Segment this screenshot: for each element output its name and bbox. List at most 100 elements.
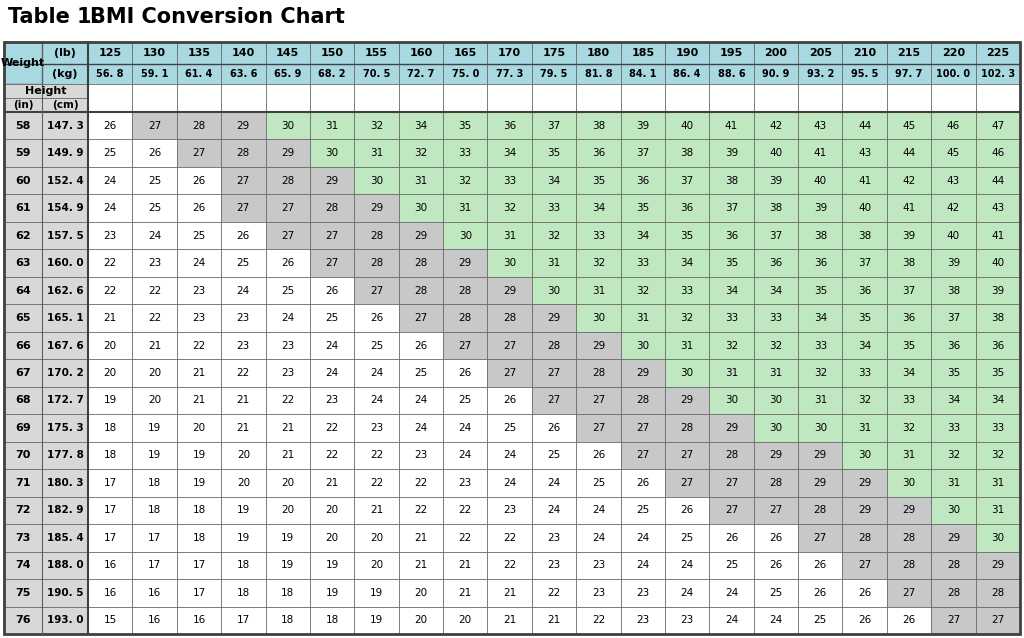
Text: 34: 34 xyxy=(681,258,694,268)
Bar xyxy=(132,42,177,64)
Bar xyxy=(887,579,931,607)
Text: 18: 18 xyxy=(282,615,294,625)
Bar xyxy=(931,42,976,64)
Bar xyxy=(221,249,265,277)
Bar xyxy=(887,277,931,304)
Bar xyxy=(4,387,42,414)
Text: 24: 24 xyxy=(193,258,206,268)
Bar xyxy=(4,277,42,304)
Bar xyxy=(265,140,310,167)
Text: 33: 33 xyxy=(769,313,782,323)
Text: 185. 4: 185. 4 xyxy=(47,533,83,543)
Bar xyxy=(354,359,398,387)
Text: 30: 30 xyxy=(459,230,472,241)
Bar xyxy=(265,469,310,496)
Text: 29: 29 xyxy=(725,423,738,433)
Text: 26: 26 xyxy=(193,203,206,213)
Bar xyxy=(710,469,754,496)
Text: 22: 22 xyxy=(147,286,161,295)
Text: 18: 18 xyxy=(193,505,206,516)
Text: 25: 25 xyxy=(103,148,117,158)
Bar xyxy=(976,332,1020,359)
Bar xyxy=(4,579,42,607)
Text: 73: 73 xyxy=(15,533,31,543)
Bar xyxy=(665,167,710,195)
Text: 28: 28 xyxy=(636,396,649,406)
Text: 24: 24 xyxy=(681,560,694,570)
Text: 25: 25 xyxy=(147,203,161,213)
Text: 22: 22 xyxy=(103,286,117,295)
Text: Table 1.: Table 1. xyxy=(8,7,99,27)
Bar xyxy=(398,469,443,496)
Text: 33: 33 xyxy=(548,203,560,213)
Bar xyxy=(88,524,132,552)
Text: 29: 29 xyxy=(415,230,427,241)
Bar xyxy=(4,249,42,277)
Text: 75. 0: 75. 0 xyxy=(452,69,479,79)
Text: 20: 20 xyxy=(237,450,250,461)
Bar xyxy=(42,496,88,524)
Text: 31: 31 xyxy=(991,478,1005,488)
Text: 23: 23 xyxy=(592,588,605,598)
Bar xyxy=(221,359,265,387)
Bar xyxy=(177,469,221,496)
Bar xyxy=(531,42,577,64)
Text: 24: 24 xyxy=(592,505,605,516)
Text: 32: 32 xyxy=(858,396,871,406)
Text: 155: 155 xyxy=(365,48,388,58)
Bar xyxy=(931,332,976,359)
Text: 30: 30 xyxy=(991,533,1005,543)
Bar xyxy=(843,167,887,195)
Bar xyxy=(88,140,132,167)
Bar xyxy=(88,607,132,634)
Text: 33: 33 xyxy=(459,148,472,158)
Text: 35: 35 xyxy=(548,148,560,158)
Text: 36: 36 xyxy=(681,203,694,213)
Bar xyxy=(398,552,443,579)
Bar xyxy=(265,84,310,112)
Bar xyxy=(665,359,710,387)
Text: 29: 29 xyxy=(858,505,871,516)
Bar xyxy=(710,84,754,112)
Text: 31: 31 xyxy=(681,341,694,350)
Bar xyxy=(265,64,310,84)
Bar xyxy=(621,42,665,64)
Text: 40: 40 xyxy=(858,203,871,213)
Text: 39: 39 xyxy=(902,230,915,241)
Text: 29: 29 xyxy=(902,505,915,516)
Text: 182. 9: 182. 9 xyxy=(47,505,83,516)
Bar xyxy=(310,195,354,222)
Bar xyxy=(487,112,531,140)
Bar xyxy=(621,249,665,277)
Text: 170: 170 xyxy=(498,48,521,58)
Bar xyxy=(798,304,843,332)
Text: 35: 35 xyxy=(991,368,1005,378)
Text: 37: 37 xyxy=(548,121,560,131)
Bar xyxy=(887,607,931,634)
Bar xyxy=(443,469,487,496)
Text: 24: 24 xyxy=(725,615,738,625)
Bar xyxy=(221,112,265,140)
Bar xyxy=(665,304,710,332)
Text: 152. 4: 152. 4 xyxy=(47,175,83,186)
Bar xyxy=(621,304,665,332)
Text: 31: 31 xyxy=(326,121,339,131)
Bar xyxy=(531,469,577,496)
Bar xyxy=(665,42,710,64)
Bar xyxy=(798,277,843,304)
Bar xyxy=(443,332,487,359)
Bar xyxy=(798,607,843,634)
Text: 160: 160 xyxy=(410,48,432,58)
Text: 34: 34 xyxy=(592,203,605,213)
Text: 39: 39 xyxy=(814,203,827,213)
Bar xyxy=(487,607,531,634)
Bar xyxy=(798,112,843,140)
Text: 35: 35 xyxy=(592,175,605,186)
Bar xyxy=(887,496,931,524)
Text: 28: 28 xyxy=(370,258,383,268)
Text: 15: 15 xyxy=(103,615,117,625)
Text: 22: 22 xyxy=(370,450,383,461)
Bar xyxy=(621,359,665,387)
Text: 26: 26 xyxy=(193,175,206,186)
Bar xyxy=(398,524,443,552)
